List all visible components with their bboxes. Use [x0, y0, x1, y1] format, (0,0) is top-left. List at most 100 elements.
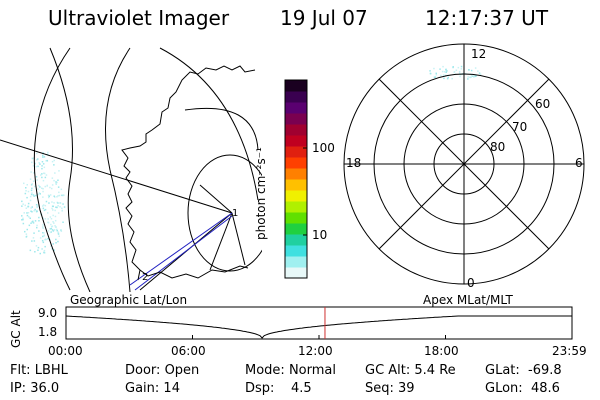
aurora-pixel: [58, 194, 61, 197]
aurora-pixel: [37, 249, 39, 251]
aurora-pixel: [440, 74, 442, 77]
aurora-pixel: [54, 209, 56, 212]
status-flt: Flt: LBHL: [10, 364, 68, 377]
colorbar-tick-10: 10: [312, 228, 328, 242]
timeline-ytick-bottom: 1.8: [38, 325, 58, 339]
status-door: Door: Open: [125, 364, 199, 377]
status-gcalt: GC Alt: 5.4 Re: [365, 364, 456, 377]
aurora-pixel: [56, 228, 58, 231]
aurora-pixel: [35, 165, 37, 168]
aurora-pixel: [45, 160, 47, 162]
aurora-pixel: [53, 229, 56, 231]
aurora-pixel: [459, 75, 461, 78]
aurora-pixel: [32, 222, 35, 224]
aurora-pixel: [42, 226, 44, 228]
aurora-pixel: [47, 151, 49, 154]
date-label: 19 Jul 07: [280, 6, 368, 30]
aurora-pixel: [29, 178, 32, 180]
aurora-pixel: [61, 207, 63, 209]
aurora-pixel: [35, 194, 37, 197]
aurora-pixel: [31, 157, 34, 160]
aurora-pixel: [47, 218, 49, 220]
aurora-pixel: [452, 66, 454, 68]
aurora-pixel: [25, 236, 28, 238]
glat-value: -69.8: [528, 363, 562, 378]
colorbar-stripe: [285, 135, 307, 147]
aurora-pixel: [47, 221, 49, 224]
colorbar-stripe: [285, 190, 307, 202]
aurora-pixel: [45, 174, 48, 176]
aurora-pixel: [453, 71, 456, 73]
aurora-pixel: [57, 195, 59, 197]
aurora-pixel: [57, 202, 59, 204]
aurora-pixel: [48, 196, 50, 199]
aurora-pixel: [46, 159, 48, 162]
aurora-pixel: [467, 78, 469, 80]
aurora-pixel: [41, 239, 44, 242]
aurora-pixel: [30, 210, 32, 212]
aurora-pixel: [22, 218, 24, 221]
aurora-pixel: [49, 186, 51, 189]
aurora-pixel: [54, 172, 56, 174]
aurora-pixel: [458, 72, 461, 75]
coastline: [121, 65, 256, 281]
aurora-pixel: [50, 218, 53, 220]
aurora-pixel: [429, 70, 431, 72]
mlat-label-80: 80: [490, 140, 506, 154]
aurora-pixel: [35, 245, 38, 247]
colorbar-stripe: [285, 168, 307, 180]
aurora-pixel: [435, 74, 438, 76]
timeline-ytick-top: 9.0: [38, 306, 58, 320]
aurora-pixel: [42, 190, 44, 193]
aurora-pixel: [52, 205, 54, 208]
aurora-pixel: [50, 226, 53, 228]
aurora-pixel: [51, 177, 54, 179]
aurora-pixel: [44, 252, 46, 254]
aurora-pixel: [50, 223, 52, 226]
timeline-frame: [65, 306, 573, 340]
aurora-pixel: [441, 70, 444, 73]
aurora-pixel: [433, 76, 436, 78]
aurora-pixel: [41, 176, 43, 179]
aurora-pixel: [42, 232, 44, 234]
aurora-pixel: [63, 206, 66, 208]
gcalt-value: 5.4 Re: [414, 363, 456, 378]
aurora-pixel: [44, 245, 46, 248]
aurora-pixel: [21, 205, 23, 207]
gain-label: Gain:: [125, 381, 160, 396]
aurora-pixel: [49, 228, 52, 230]
aurora-pixel: [32, 180, 35, 182]
aurora-pixel: [60, 230, 63, 232]
aurora-pixel: [58, 170, 60, 172]
aurora-pixel: [54, 219, 57, 222]
aurora-pixel: [34, 251, 36, 253]
aurora-pixel: [29, 217, 31, 219]
colorbar-stripe: [285, 245, 307, 257]
aurora-pixel: [26, 184, 28, 186]
aurora-pixel: [34, 220, 37, 222]
aurora-pixel: [47, 238, 49, 240]
aurora-pixel: [42, 188, 44, 190]
aurora-pixel: [33, 195, 35, 197]
aurora-pixel: [446, 70, 448, 72]
aurora-pixel: [42, 205, 44, 207]
aurora-pixel: [458, 70, 461, 73]
aurora-pixel: [28, 224, 31, 227]
altitude-timeline: [65, 306, 573, 340]
aurora-emission-left: [21, 151, 66, 255]
aurora-pixel: [43, 232, 45, 234]
aurora-pixel: [60, 188, 63, 191]
mlat-label-70: 70: [512, 120, 528, 134]
aurora-pixel: [41, 248, 43, 250]
aurora-pixel: [473, 76, 475, 78]
colorbar-stripe: [285, 179, 307, 191]
aurora-pixel: [53, 164, 55, 166]
latitude-arc-1: [49, 47, 91, 292]
aurora-pixel: [38, 192, 41, 194]
aurora-pixel: [478, 72, 481, 74]
mlt-label-18: 18: [346, 156, 362, 170]
colorbar-stripe: [285, 256, 307, 268]
aurora-pixel: [32, 165, 35, 167]
aurora-pixel: [42, 241, 45, 244]
glat-label: GLat:: [485, 363, 520, 378]
